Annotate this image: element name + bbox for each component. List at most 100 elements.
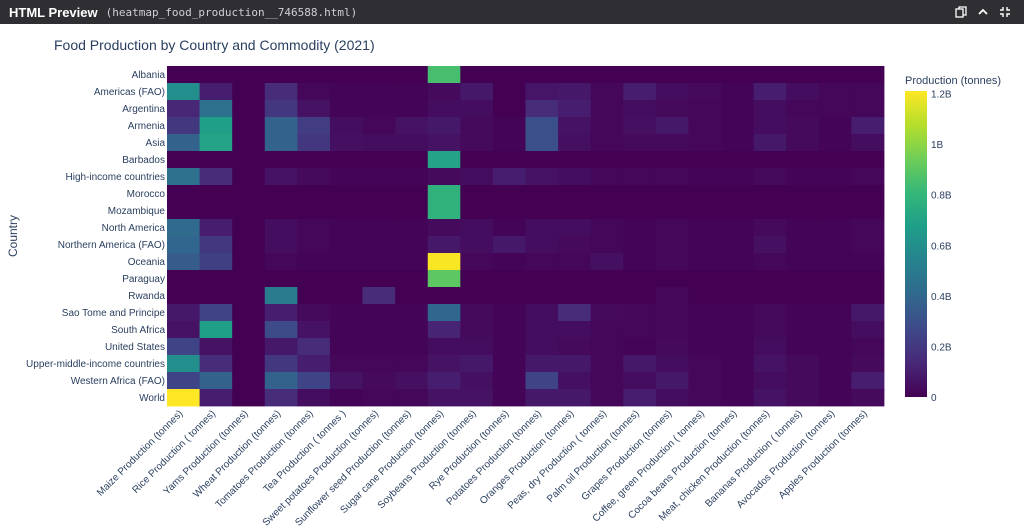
heatmap-cell [329, 151, 363, 169]
heatmap-cell [427, 304, 461, 322]
heatmap-cell [590, 185, 624, 203]
heatmap-cell [232, 338, 266, 356]
app-title: HTML Preview [9, 4, 98, 20]
heatmap-cell [721, 338, 755, 356]
heatmap-cell [818, 117, 852, 135]
heatmap-cell [688, 287, 722, 305]
heatmap-cell [623, 236, 657, 254]
heatmap-cell [199, 372, 233, 390]
heatmap-cell [818, 389, 852, 407]
heatmap-cell [329, 117, 363, 135]
colorbar-title: Production (tonnes) [905, 75, 1001, 87]
heatmap-cell [329, 134, 363, 152]
heatmap-cell [786, 236, 820, 254]
heatmap-cell [362, 219, 396, 237]
heatmap-cell [786, 338, 820, 356]
heatmap-cell [786, 66, 820, 84]
heatmap-cell [786, 100, 820, 118]
heatmap-cell [590, 134, 624, 152]
heatmap-cell [329, 389, 363, 407]
heatmap-cell [427, 202, 461, 220]
heatmap-cells [167, 66, 885, 407]
heatmap-cell [525, 168, 559, 186]
heatmap-cell [721, 117, 755, 135]
y-tick-labels: Albania Americas (FAO) Argentina Armenia Asi… [26, 70, 165, 404]
heatmap-cell [264, 100, 298, 118]
heatmap-cell [264, 355, 298, 373]
heatmap-cell [427, 287, 461, 305]
heatmap-cell [362, 236, 396, 254]
heatmap-cell [329, 185, 363, 203]
collapse-icon[interactable] [994, 0, 1016, 24]
heatmap-cell [167, 151, 200, 169]
heatmap-cell [167, 100, 200, 118]
heatmap-cell [851, 168, 885, 186]
heatmap-cell [655, 304, 689, 322]
heatmap-cell [199, 117, 233, 135]
heatmap-cell [264, 287, 298, 305]
heatmap-cell [297, 304, 331, 322]
heatmap-cell [786, 287, 820, 305]
heatmap-cell [329, 168, 363, 186]
y-tick-label: Americas (FAO) [94, 87, 165, 98]
heatmap-cell [688, 202, 722, 220]
heatmap-cell [264, 66, 298, 84]
heatmap-cell [167, 219, 200, 237]
heatmap-cell [721, 389, 755, 407]
heatmap-cell [786, 270, 820, 288]
heatmap-cell [232, 66, 266, 84]
heatmap-cell [395, 372, 429, 390]
heatmap-cell [264, 202, 298, 220]
heatmap-cell [558, 287, 592, 305]
colorbar-tick-label: 1.2B [931, 90, 952, 101]
heatmap-cell [362, 168, 396, 186]
heatmap-cell [297, 66, 331, 84]
heatmap-cell [688, 83, 722, 101]
heatmap-cell [818, 219, 852, 237]
heatmap-cell [427, 66, 461, 84]
heatmap-cell [786, 321, 820, 339]
colorbar-tick-label: 0.2B [931, 342, 952, 353]
heatmap-cell [460, 66, 494, 84]
heatmap-cell [558, 100, 592, 118]
heatmap-cell [688, 66, 722, 84]
heatmap-cell [460, 355, 494, 373]
heatmap-cell [590, 66, 624, 84]
chevron-up-icon[interactable] [972, 0, 994, 24]
heatmap-cell [558, 117, 592, 135]
heatmap-cell [655, 168, 689, 186]
heatmap-cell [264, 219, 298, 237]
heatmap-cell [232, 117, 266, 135]
heatmap-cell [721, 287, 755, 305]
heatmap-cell [753, 134, 787, 152]
heatmap-cell [818, 151, 852, 169]
heatmap-cell [264, 270, 298, 288]
heatmap-cell [851, 355, 885, 373]
heatmap-cell [851, 304, 885, 322]
heatmap-cell [590, 236, 624, 254]
heatmap-cell [395, 253, 429, 271]
heatmap-cell [655, 100, 689, 118]
heatmap-cell [460, 134, 494, 152]
heatmap-cell [590, 83, 624, 101]
heatmap-cell [167, 185, 200, 203]
heatmap-cell [362, 134, 396, 152]
heatmap-cell [167, 168, 200, 186]
heatmap-cell [851, 202, 885, 220]
heatmap-cell [232, 372, 266, 390]
copy-icon[interactable] [950, 0, 972, 24]
heatmap-cell [264, 185, 298, 203]
heatmap-cell [264, 168, 298, 186]
heatmap-cell [753, 355, 787, 373]
heatmap-cell [655, 338, 689, 356]
heatmap-cell [786, 168, 820, 186]
heatmap-cell [818, 270, 852, 288]
heatmap-cell [818, 66, 852, 84]
heatmap-cell [232, 151, 266, 169]
heatmap-cell [590, 389, 624, 407]
heatmap-cell [167, 202, 200, 220]
heatmap-cell [362, 100, 396, 118]
heatmap-cell [688, 372, 722, 390]
heatmap-cell [818, 83, 852, 101]
heatmap-cell [264, 321, 298, 339]
